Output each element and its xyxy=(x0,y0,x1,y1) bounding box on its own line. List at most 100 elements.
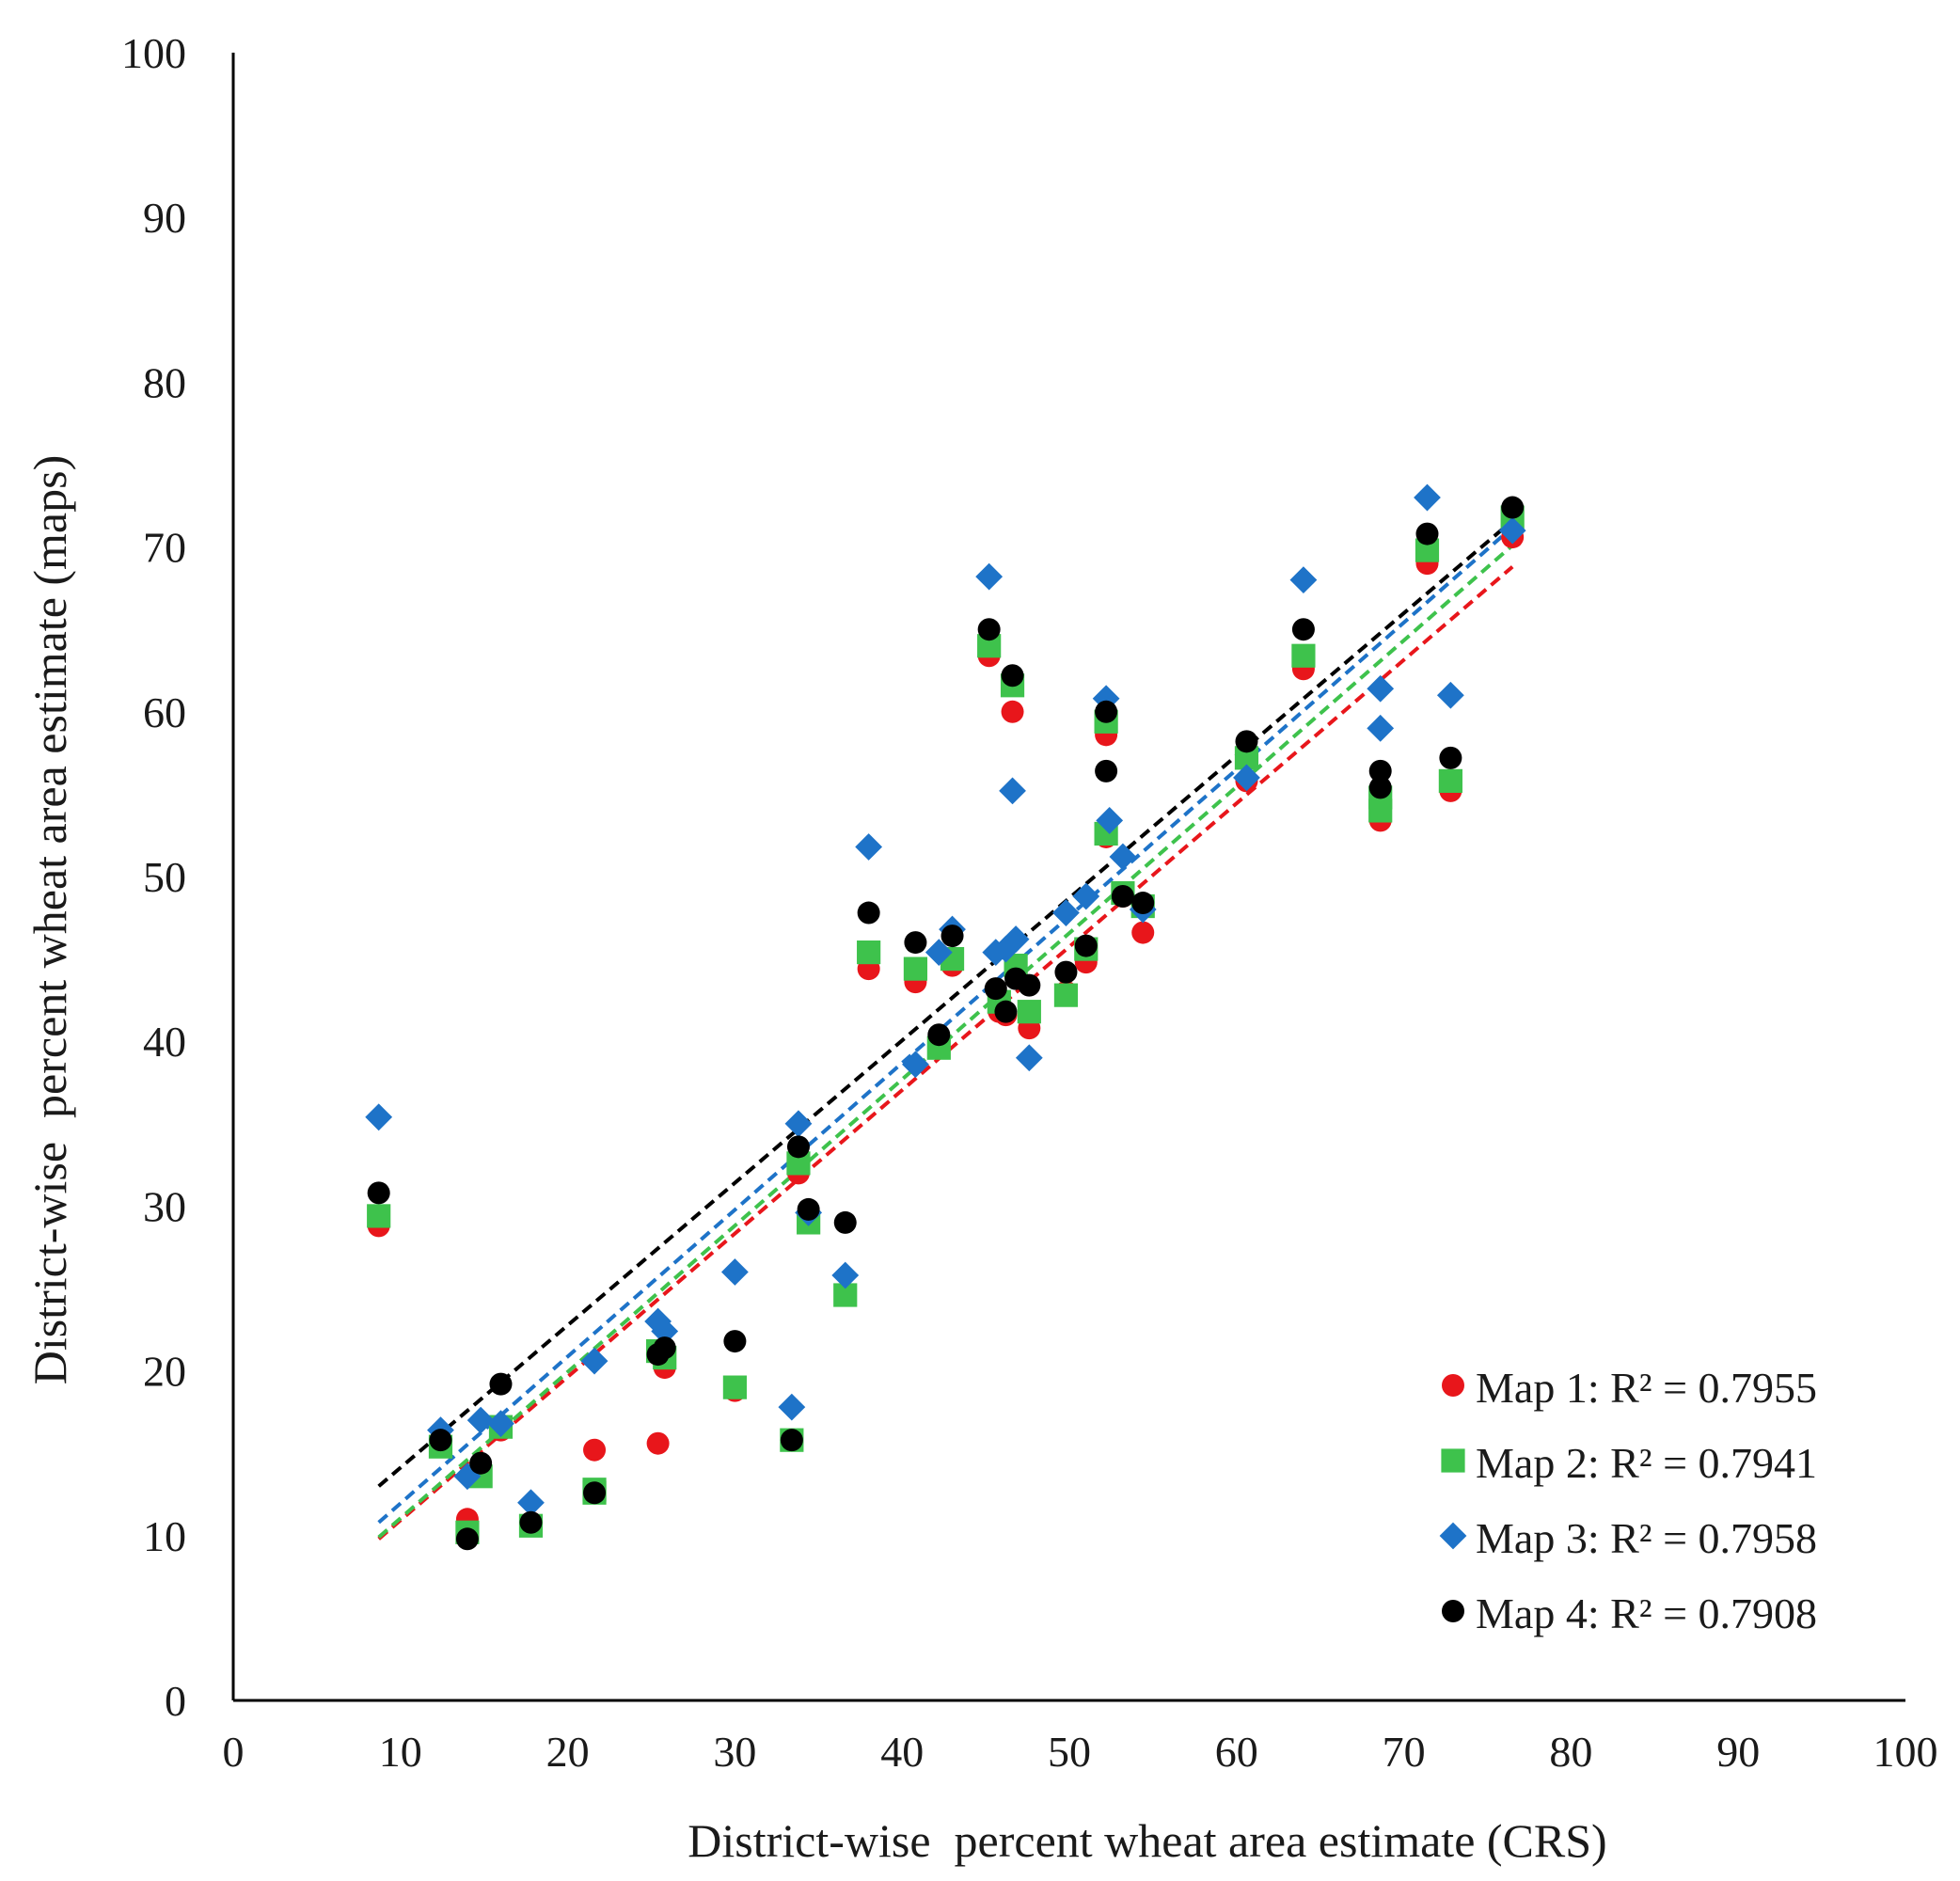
point-map-4 xyxy=(994,1000,1018,1023)
legend-label-map-4: Map 4: R² = 0.7908 xyxy=(1476,1589,1817,1637)
point-map-3 xyxy=(1367,674,1395,703)
point-map-4 xyxy=(723,1330,747,1353)
point-map-3 xyxy=(1367,714,1395,742)
point-map-4 xyxy=(1095,759,1118,782)
point-map-3 xyxy=(651,1318,679,1345)
point-map-4 xyxy=(1368,759,1392,782)
point-map-3 xyxy=(1289,566,1318,594)
y-tick-label: 20 xyxy=(143,1348,186,1396)
point-map-3 xyxy=(975,562,1004,591)
y-tick-label: 30 xyxy=(143,1182,186,1230)
point-map-4 xyxy=(1054,960,1078,984)
point-map-3 xyxy=(1052,899,1080,926)
point-map-2 xyxy=(722,1375,747,1399)
point-map-3 xyxy=(1015,1044,1043,1072)
point-map-4 xyxy=(833,1210,857,1234)
point-map-4 xyxy=(653,1336,676,1360)
point-map-3 xyxy=(1109,843,1137,871)
point-map-4 xyxy=(1111,885,1134,909)
point-map-3 xyxy=(487,1410,514,1438)
point-map-4 xyxy=(1501,496,1525,519)
point-map-3 xyxy=(1414,483,1441,512)
legend-label-map-1: Map 1: R² = 0.7955 xyxy=(1476,1364,1817,1412)
point-map-2 xyxy=(1017,1000,1041,1024)
point-map-4 xyxy=(519,1510,543,1534)
point-map-4 xyxy=(489,1372,513,1396)
point-map-2 xyxy=(1438,768,1462,793)
point-map-4 xyxy=(1439,746,1462,769)
point-map-4 xyxy=(367,1181,390,1205)
legend-marker-map-4 xyxy=(1442,1600,1464,1622)
series-map-3 xyxy=(365,483,1526,1517)
legend-marker-map-3 xyxy=(1439,1522,1467,1550)
point-map-2 xyxy=(903,956,928,981)
point-map-3 xyxy=(778,1393,806,1421)
point-map-4 xyxy=(904,931,927,955)
point-map-3 xyxy=(784,1110,813,1138)
trendline-map-3 xyxy=(377,526,1514,1525)
point-map-3 xyxy=(831,1261,860,1289)
point-map-2 xyxy=(1053,983,1079,1007)
point-map-4 xyxy=(1291,618,1315,641)
point-map-4 xyxy=(984,977,1007,1001)
point-map-3 xyxy=(1233,764,1260,792)
x-tick-label: 60 xyxy=(1215,1728,1258,1776)
point-map-1 xyxy=(1001,700,1024,723)
point-map-4 xyxy=(1018,973,1041,997)
y-tick-label: 60 xyxy=(143,688,186,736)
y-tick-label: 70 xyxy=(143,524,186,572)
x-tick-label: 10 xyxy=(379,1728,422,1776)
y-axis-title: District-wise percent wheat area estimat… xyxy=(24,455,76,1384)
point-map-3 xyxy=(466,1406,495,1434)
point-map-4 xyxy=(857,901,880,925)
x-tick-label: 40 xyxy=(880,1728,924,1776)
axes xyxy=(231,53,1905,1702)
point-map-4 xyxy=(429,1429,452,1452)
point-map-4 xyxy=(1415,522,1439,545)
y-tick-label: 80 xyxy=(143,358,186,406)
point-map-4 xyxy=(469,1451,493,1475)
x-tick-label: 100 xyxy=(1873,1728,1938,1776)
point-map-3 xyxy=(517,1489,545,1517)
x-tick-label: 80 xyxy=(1549,1728,1592,1776)
point-map-3 xyxy=(1096,807,1124,834)
point-map-3 xyxy=(1436,681,1464,709)
x-tick-label: 70 xyxy=(1383,1728,1426,1776)
trendline-map-4 xyxy=(377,519,1514,1488)
point-map-4 xyxy=(455,1527,479,1551)
y-tick-label: 10 xyxy=(143,1512,186,1560)
point-map-3 xyxy=(902,1051,929,1079)
legend: Map 1: R² = 0.7955 Map 2: R² = 0.7941 Map … xyxy=(1439,1364,1817,1637)
point-map-4 xyxy=(1095,700,1118,723)
point-map-4 xyxy=(1368,776,1392,799)
point-map-3 xyxy=(999,777,1026,805)
point-map-4 xyxy=(1074,934,1098,957)
x-tick-label: 20 xyxy=(546,1728,590,1776)
data-points xyxy=(365,483,1526,1551)
y-tick-label: 90 xyxy=(143,194,186,242)
legend-label-map-3: Map 3: R² = 0.7958 xyxy=(1476,1514,1817,1562)
point-map-4 xyxy=(940,925,964,948)
point-map-4 xyxy=(1131,892,1155,915)
point-map-1 xyxy=(646,1431,670,1455)
point-map-1 xyxy=(1131,921,1155,944)
point-map-4 xyxy=(786,1135,810,1159)
legend-marker-map-1 xyxy=(1442,1374,1464,1397)
y-tick-label: 0 xyxy=(165,1677,186,1725)
legend-label-map-2: Map 2: R² = 0.7941 xyxy=(1476,1439,1817,1487)
point-map-2 xyxy=(857,940,881,965)
x-axis-title: District-wise percent wheat area estimat… xyxy=(688,1814,1606,1867)
series-map-4 xyxy=(367,496,1525,1551)
x-tick-label: 0 xyxy=(223,1728,245,1776)
x-tick-label: 30 xyxy=(713,1728,756,1776)
legend-marker-map-2 xyxy=(1441,1448,1465,1473)
y-tick-label: 100 xyxy=(121,29,186,77)
point-map-3 xyxy=(1498,516,1526,545)
point-map-3 xyxy=(1002,925,1030,953)
point-map-1 xyxy=(583,1438,607,1462)
y-tick-label: 50 xyxy=(143,853,186,901)
point-map-3 xyxy=(365,1103,393,1131)
point-map-3 xyxy=(855,833,883,861)
point-map-3 xyxy=(721,1258,749,1286)
point-map-4 xyxy=(1001,664,1024,688)
